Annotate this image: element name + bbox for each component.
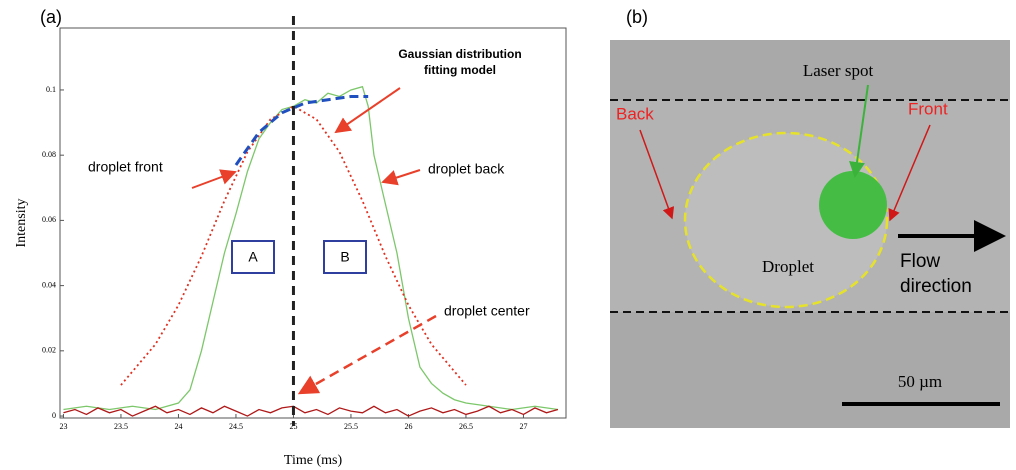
annotation: droplet center [444,303,530,319]
x-axis-label: Time (ms) [284,453,343,468]
panel-label: (b) [626,7,648,27]
annotation: droplet front [88,159,163,175]
plot-frame [60,28,566,418]
annotation: droplet back [428,161,505,177]
y-tick-label: 0.04 [42,280,56,289]
micrograph: Laser spot Back Front Droplet Flow direc… [610,40,1010,428]
x-tick-label: 27 [519,422,527,431]
annotation: Gaussian distribution [398,47,521,61]
annotation: fitting model [424,63,496,77]
x-tick-label: 23 [59,422,67,431]
laser-spot [819,171,887,239]
y-axis-label: Intensity [14,199,29,248]
y-tick-label: 0.06 [42,215,56,224]
y-tick-label: 0.1 [46,85,56,94]
x-tick-label: 24 [174,422,182,431]
label: Front [908,99,948,118]
y-tick-label: 0.08 [42,150,56,159]
x-tick-label: 26.5 [459,422,473,431]
x-tick-label: 26 [404,422,412,431]
label: Laser spot [803,61,874,80]
label: 50 µm [898,372,942,391]
label: Droplet [762,257,814,276]
label: Back [616,104,654,123]
panel-label: (a) [40,7,62,27]
x-tick-label: 24.5 [229,422,243,431]
annotation: B [340,249,349,265]
x-tick-label: 23.5 [114,422,128,431]
label: direction [900,276,972,297]
x-tick-label: 25.5 [344,422,358,431]
y-tick-label: 0 [52,411,56,420]
annotation: A [248,249,258,265]
page: (a) (b) 2323.52424.52525.52626.52700.020… [0,0,1016,470]
y-tick-label: 0.02 [42,346,56,355]
figure: (a) (b) 2323.52424.52525.52626.52700.020… [0,0,1016,470]
label: Flow [900,251,940,272]
